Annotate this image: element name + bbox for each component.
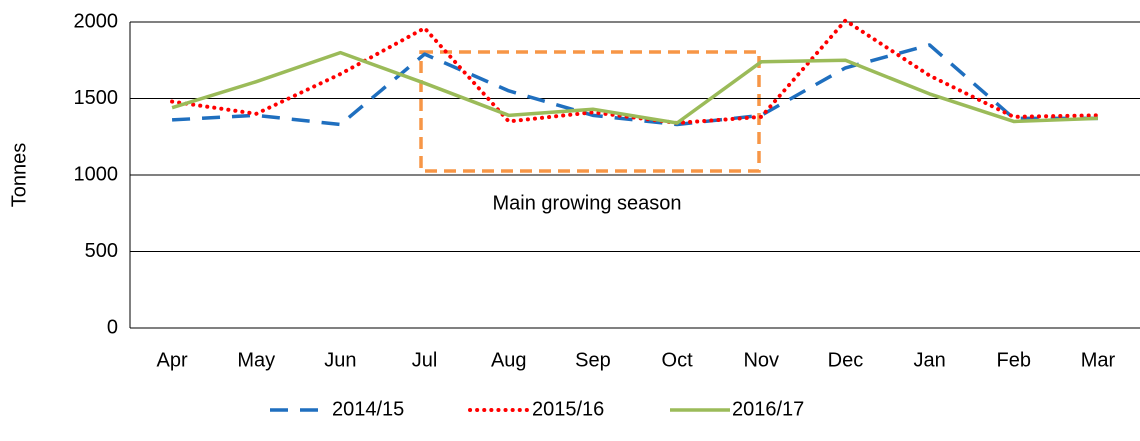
legend-label: 2015/16 [532, 398, 604, 420]
series-line [171, 43, 1098, 127]
legend-label: 2014/15 [332, 398, 404, 420]
series-line [171, 50, 1098, 125]
y-tick-label: 1500 [74, 87, 119, 109]
x-tick-label: Feb [997, 349, 1031, 371]
x-tick-label: Oct [662, 349, 694, 371]
x-tick-label: Sep [575, 349, 611, 371]
y-axis-label: Tonnes [8, 143, 30, 208]
x-tick-label: Aug [491, 349, 527, 371]
x-tick-label: May [237, 349, 275, 371]
x-tick-label: Dec [828, 349, 864, 371]
x-tick-label: Jun [324, 349, 356, 371]
x-tick-label: Mar [1081, 349, 1116, 371]
y-tick-label: 2000 [74, 10, 119, 32]
x-tick-label: Jan [913, 349, 945, 371]
y-tick-label: 1000 [74, 163, 119, 185]
y-tick-label: 500 [85, 240, 118, 262]
x-tick-label: Nov [743, 349, 779, 371]
y-tick-label: 0 [107, 316, 118, 338]
annotation: Main growing season [493, 192, 682, 214]
legend-label: 2016/17 [732, 398, 804, 420]
x-tick-label: Jul [412, 349, 438, 371]
x-tick-label: Apr [157, 349, 188, 371]
